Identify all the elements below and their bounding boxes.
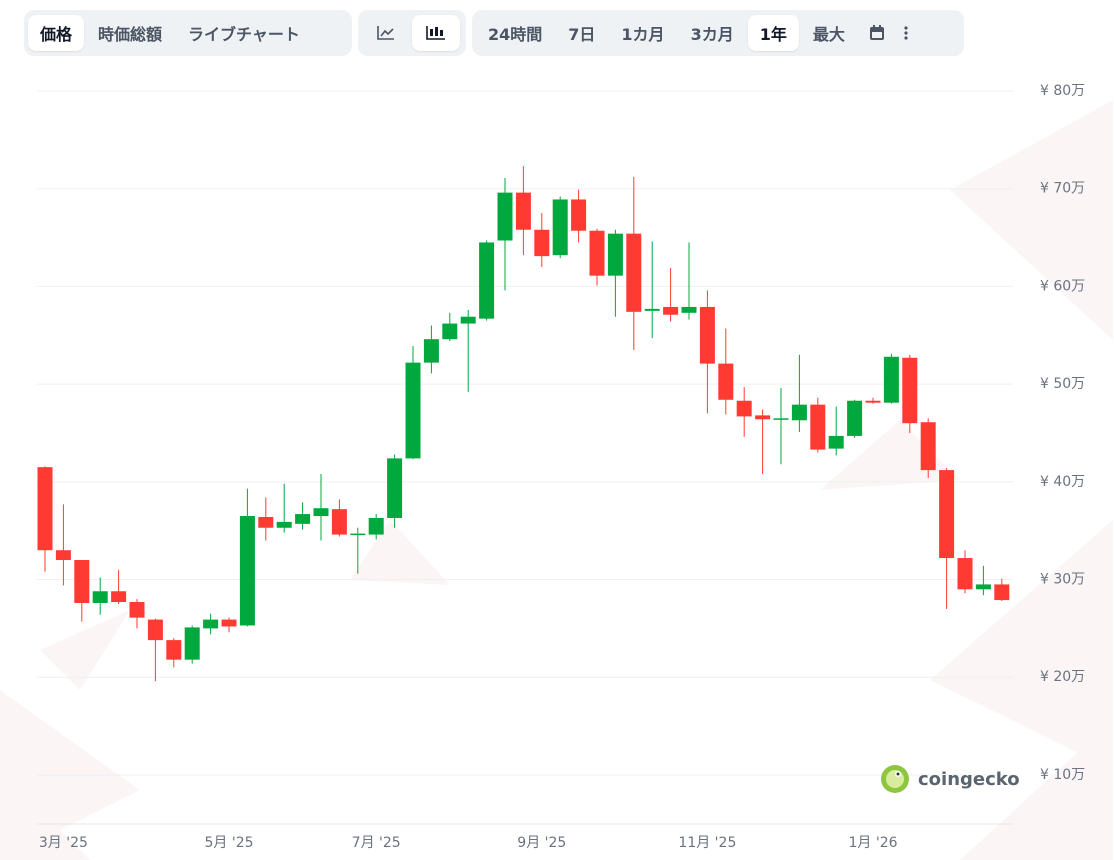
x-tick-label: 11月 '25: [678, 835, 736, 851]
candle-body: [460, 316, 476, 324]
candle-body: [607, 233, 623, 276]
candle-body: [755, 415, 771, 420]
y-tick-label: ¥ 10万: [1040, 767, 1085, 783]
candle-body: [497, 192, 513, 241]
candle-body: [350, 533, 366, 536]
tab[interactable]: 7日: [568, 25, 596, 44]
tab[interactable]: 時価総額: [98, 25, 163, 44]
candle-body: [626, 233, 642, 312]
candle-body: [902, 357, 918, 424]
candle-body: [939, 470, 955, 559]
candle-body: [718, 363, 734, 400]
candle-body: [589, 230, 605, 276]
candle-body: [699, 306, 715, 364]
candle-body: [828, 435, 844, 449]
candle-body: [644, 308, 660, 311]
view-tabs: 価格 時価総額 ライブチャート: [24, 10, 352, 56]
candle-icon: [426, 26, 445, 40]
candle-body: [552, 199, 568, 256]
y-tick-label: ¥ 60万: [1040, 278, 1085, 294]
candle-body: [203, 619, 219, 629]
tab[interactable]: 3カ月: [690, 25, 734, 44]
calendar-button[interactable]: [859, 15, 895, 51]
candle-body: [111, 591, 127, 603]
candle-body: [74, 559, 90, 603]
candle-body: [663, 306, 679, 315]
x-tick-label: 3月 '25: [39, 835, 88, 851]
candle-body: [387, 458, 403, 518]
candle-body: [331, 509, 347, 535]
tab[interactable]: 24時間: [488, 25, 543, 44]
x-tick-label: 1月 '26: [848, 835, 897, 851]
tab[interactable]: 価格: [28, 15, 85, 51]
tab[interactable]: ライブチャート: [188, 25, 300, 44]
candle-body: [405, 362, 421, 459]
candle-body: [166, 640, 182, 660]
candle-body: [883, 356, 899, 403]
candle-body: [147, 619, 163, 641]
candle-body: [442, 323, 458, 340]
calendar-icon: [869, 25, 884, 40]
candle-body: [773, 418, 789, 420]
candle-body: [258, 517, 274, 528]
candle-body: [129, 602, 145, 618]
logo-text: coingecko: [918, 768, 1020, 790]
y-tick-label: ¥ 30万: [1040, 572, 1085, 588]
x-tick-label: 5月 '25: [204, 835, 253, 851]
candle-body: [975, 584, 991, 590]
candle-chart-button[interactable]: [412, 15, 460, 51]
candle-body: [920, 422, 936, 471]
y-tick-label: ¥ 40万: [1040, 474, 1085, 490]
tab[interactable]: 最大: [812, 25, 845, 44]
candle-body: [847, 400, 863, 436]
candle-body: [479, 242, 495, 319]
watermark: [0, 100, 1113, 860]
candle-body: [736, 400, 752, 417]
y-tick-label: ¥ 70万: [1040, 181, 1085, 197]
candle-body: [957, 558, 973, 590]
candle-body: [810, 404, 826, 450]
candle-body: [92, 591, 108, 603]
candle-body: [221, 619, 237, 627]
candle-body: [239, 516, 255, 626]
y-tick-label: ¥ 80万: [1040, 83, 1085, 99]
candle-body: [865, 400, 881, 403]
candle-body: [184, 627, 200, 660]
candle-body: [368, 517, 384, 535]
candle-body: [994, 584, 1010, 601]
logo: coingecko: [880, 764, 1020, 794]
more-icon: [904, 26, 908, 40]
line-chart-button[interactable]: [362, 15, 410, 51]
tab[interactable]: 1カ月: [621, 25, 665, 44]
candle-body: [681, 306, 697, 313]
y-tick-label: ¥ 50万: [1040, 376, 1085, 392]
candle-body: [295, 514, 311, 524]
candle-body: [571, 199, 587, 231]
candle-body: [791, 404, 807, 421]
x-tick-label: 7月 '25: [352, 835, 401, 851]
logo-icon: [881, 765, 909, 793]
more-button[interactable]: [897, 15, 915, 51]
candle-body: [55, 550, 71, 560]
line-icon: [377, 26, 394, 40]
candle-body: [423, 339, 439, 363]
candle-body: [276, 521, 292, 528]
candle-body: [37, 467, 53, 551]
candle-body: [534, 229, 550, 257]
x-tick-label: 9月 '25: [517, 835, 566, 851]
range-tabs: 24時間 7日 1カ月 3カ月 1年 最大: [472, 10, 964, 56]
y-tick-label: ¥ 20万: [1040, 669, 1085, 685]
chart-type-tabs: [358, 10, 466, 56]
candle-body: [313, 508, 329, 517]
tab[interactable]: 1年: [747, 15, 799, 51]
candle-body: [515, 192, 531, 230]
